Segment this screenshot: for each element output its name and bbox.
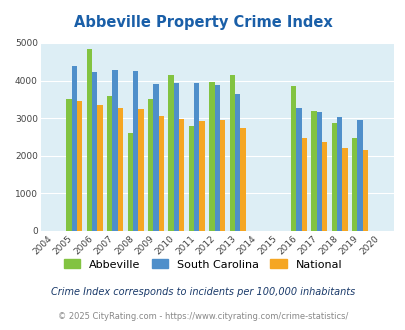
Bar <box>234 94 240 231</box>
Bar <box>209 82 214 231</box>
Bar <box>214 85 220 231</box>
Text: © 2025 CityRating.com - https://www.cityrating.com/crime-statistics/: © 2025 CityRating.com - https://www.city… <box>58 312 347 321</box>
Bar <box>117 108 123 231</box>
Bar <box>158 116 164 231</box>
Bar <box>92 72 97 231</box>
Bar <box>331 123 336 231</box>
Bar <box>107 96 112 231</box>
Bar <box>229 75 234 231</box>
Bar <box>188 126 194 231</box>
Bar <box>316 112 321 231</box>
Bar <box>77 101 82 231</box>
Bar <box>66 99 71 231</box>
Bar <box>168 75 173 231</box>
Text: Crime Index corresponds to incidents per 100,000 inhabitants: Crime Index corresponds to incidents per… <box>51 287 354 297</box>
Bar <box>240 128 245 231</box>
Bar <box>153 83 158 231</box>
Bar <box>301 138 306 231</box>
Bar <box>311 111 316 231</box>
Bar <box>179 119 184 231</box>
Bar <box>341 148 347 231</box>
Bar <box>112 70 117 231</box>
Legend: Abbeville, South Carolina, National: Abbeville, South Carolina, National <box>59 255 346 274</box>
Bar <box>199 121 204 231</box>
Bar <box>97 105 102 231</box>
Bar <box>132 71 138 231</box>
Bar <box>127 133 132 231</box>
Bar <box>194 83 199 231</box>
Bar <box>138 109 143 231</box>
Bar <box>321 142 326 231</box>
Bar <box>336 116 341 231</box>
Bar <box>356 120 362 231</box>
Bar <box>173 83 179 231</box>
Bar <box>71 66 77 231</box>
Bar <box>87 49 92 231</box>
Text: Abbeville Property Crime Index: Abbeville Property Crime Index <box>73 15 332 30</box>
Bar <box>351 138 356 231</box>
Bar <box>296 108 301 231</box>
Bar <box>290 86 296 231</box>
Bar <box>148 99 153 231</box>
Bar <box>362 150 367 231</box>
Bar <box>220 120 225 231</box>
